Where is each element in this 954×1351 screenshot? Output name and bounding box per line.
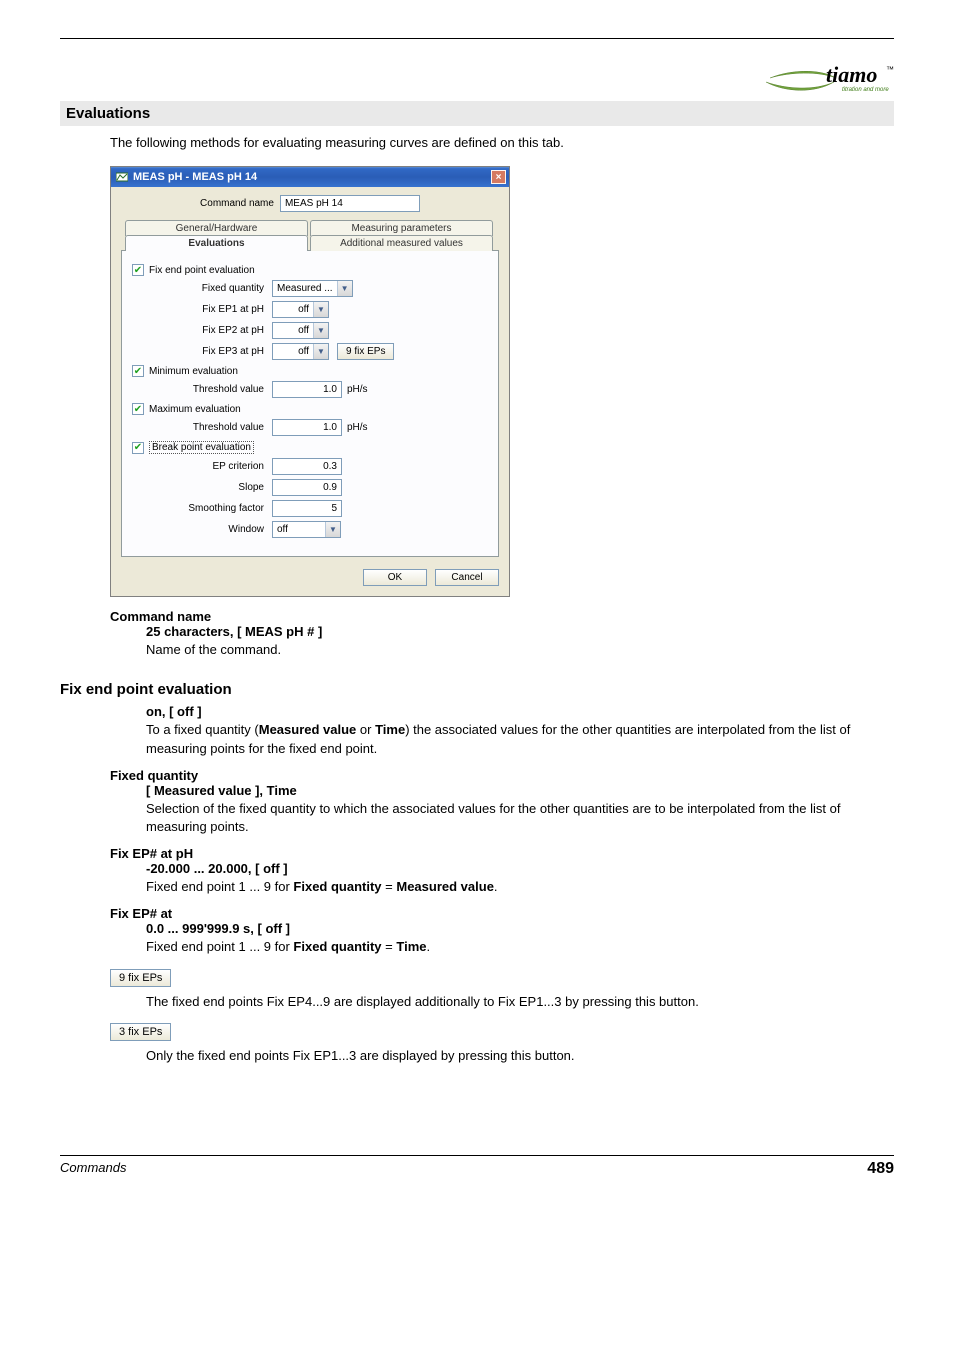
chevron-down-icon: ▼ — [313, 344, 328, 359]
param-onoff-desc: To a fixed quantity (Measured value or T… — [146, 721, 894, 757]
three-fix-eps-label-button: 3 fix EPs — [110, 1023, 171, 1041]
ep3-label: Fix EP3 at pH — [132, 346, 272, 357]
chevron-down-icon: ▼ — [337, 281, 352, 296]
param-onoff-spec: on, [ off ] — [146, 704, 894, 719]
epcriterion-label: EP criterion — [132, 461, 272, 472]
nine-fix-eps-desc: The fixed end points Fix EP4...9 are dis… — [146, 993, 894, 1011]
break-checkbox[interactable]: ✔ — [132, 442, 144, 454]
svg-text:™: ™ — [886, 65, 894, 74]
cancel-button[interactable]: Cancel — [435, 569, 499, 586]
param-fixph: Fix EP# at pH — [110, 846, 193, 861]
ep2-label: Fix EP2 at pH — [132, 325, 272, 336]
app-icon — [115, 170, 129, 184]
nine-fix-eps-button[interactable]: 9 fix EPs — [337, 343, 394, 360]
intro-text: The following methods for evaluating mea… — [110, 134, 894, 152]
dialog: MEAS pH - MEAS pH 14 × Command name Gene… — [110, 166, 510, 597]
max-unit: pH/s — [347, 422, 368, 433]
slope-label: Slope — [132, 482, 272, 493]
close-icon[interactable]: × — [491, 170, 506, 184]
min-label: Minimum evaluation — [149, 366, 238, 377]
fixep-checkbox[interactable]: ✔ — [132, 264, 144, 276]
param-fixat-spec: 0.0 ... 999'999.9 s, [ off ] — [146, 921, 894, 936]
slope-input[interactable] — [272, 479, 342, 496]
ep1-label: Fix EP1 at pH — [132, 304, 272, 315]
param-fq: Fixed quantity — [110, 768, 198, 783]
dialog-title: MEAS pH - MEAS pH 14 — [133, 171, 257, 183]
fixed-qty-label: Fixed quantity — [132, 283, 272, 294]
chevron-down-icon: ▼ — [313, 302, 328, 317]
page-number: 489 — [867, 1160, 894, 1178]
window-label: Window — [132, 524, 272, 535]
nine-fix-eps-label-button: 9 fix EPs — [110, 969, 171, 987]
fixed-qty-combo[interactable]: Measured ...▼ — [272, 280, 353, 297]
subheading-fixep: Fix end point evaluation — [60, 681, 894, 698]
ep3-combo[interactable]: off▼ — [272, 343, 329, 360]
break-label: Break point evaluation — [149, 441, 254, 454]
chevron-down-icon: ▼ — [325, 522, 340, 537]
three-fix-eps-desc: Only the fixed end points Fix EP1...3 ar… — [146, 1047, 894, 1065]
param-cmdname: Command name — [110, 609, 211, 624]
footer-label: Commands — [60, 1160, 126, 1178]
max-label: Maximum evaluation — [149, 404, 241, 415]
param-fq-spec: [ Measured value ], Time — [146, 783, 894, 798]
ok-button[interactable]: OK — [363, 569, 427, 586]
param-fixph-spec: -20.000 ... 20.000, [ off ] — [146, 861, 894, 876]
command-name-input[interactable] — [280, 195, 420, 212]
max-checkbox[interactable]: ✔ — [132, 403, 144, 415]
fixep-label: Fix end point evaluation — [149, 265, 255, 276]
tab-general[interactable]: General/Hardware — [125, 220, 308, 236]
param-fixat: Fix EP# at — [110, 906, 172, 921]
svg-text:titration and more: titration and more — [842, 87, 889, 93]
section-heading: Evaluations — [60, 101, 894, 126]
cmdname-label: Command name — [200, 198, 274, 209]
epcriterion-input[interactable] — [272, 458, 342, 475]
min-threshold-input[interactable] — [272, 381, 342, 398]
tab-evaluations[interactable]: Evaluations — [125, 235, 308, 251]
min-checkbox[interactable]: ✔ — [132, 365, 144, 377]
ep2-combo[interactable]: off▼ — [272, 322, 329, 339]
smoothing-label: Smoothing factor — [132, 503, 272, 514]
param-fixph-desc: Fixed end point 1 ... 9 for Fixed quanti… — [146, 878, 894, 896]
param-fixat-desc: Fixed end point 1 ... 9 for Fixed quanti… — [146, 938, 894, 956]
min-unit: pH/s — [347, 384, 368, 395]
param-cmdname-spec: 25 characters, [ MEAS pH # ] — [146, 624, 894, 639]
ep1-combo[interactable]: off▼ — [272, 301, 329, 318]
smoothing-input[interactable] — [272, 500, 342, 517]
max-threshold-input[interactable] — [272, 419, 342, 436]
logo-text: tiamo — [826, 62, 877, 87]
tab-measuring[interactable]: Measuring parameters — [310, 220, 493, 236]
min-thr-label: Threshold value — [132, 384, 272, 395]
param-fq-desc: Selection of the fixed quantity to which… — [146, 800, 894, 836]
chevron-down-icon: ▼ — [313, 323, 328, 338]
brand-logo: tiamo ™ titration and more — [764, 58, 894, 100]
param-cmdname-desc: Name of the command. — [146, 641, 894, 659]
max-thr-label: Threshold value — [132, 422, 272, 433]
tab-additional[interactable]: Additional measured values — [310, 235, 493, 251]
window-combo[interactable]: off▼ — [272, 521, 341, 538]
titlebar: MEAS pH - MEAS pH 14 × — [111, 167, 509, 187]
